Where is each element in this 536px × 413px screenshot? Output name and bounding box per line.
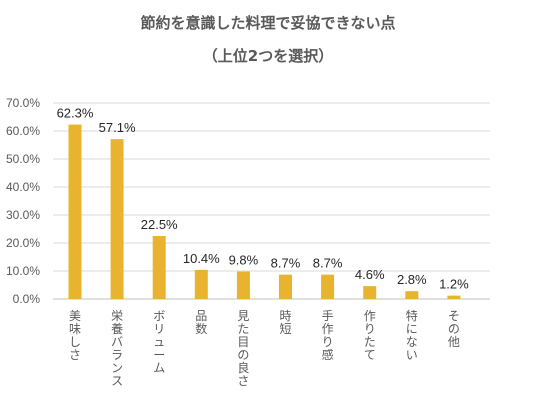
y-tick-label: 40.0% [6, 180, 40, 194]
y-tick-label: 0.0% [13, 292, 41, 306]
bar [279, 274, 292, 299]
bar [447, 295, 461, 299]
category-label: ボリューム [153, 309, 165, 375]
data-labels: 62.3% 57.1% 22.5% 10.4% 9.8% 8.7% 8.7% 4.6% 2.8%… [57, 106, 470, 292]
y-tick-label: 70.0% [6, 96, 40, 110]
bar [68, 124, 82, 299]
category-label: 栄養バランス [111, 309, 123, 388]
y-tick-label: 30.0% [6, 208, 40, 222]
bar [110, 139, 124, 299]
chart-title: 節約を意識した料理で妥協できない点 [140, 14, 395, 32]
category-label: その他 [448, 309, 460, 349]
bar [363, 286, 377, 299]
data-label: 62.3% [57, 106, 94, 121]
category-label: 品数 [195, 309, 207, 336]
y-tick-label: 50.0% [6, 152, 40, 166]
bar [321, 274, 335, 299]
data-label: 1.2% [439, 277, 469, 292]
y-tick-label: 20.0% [6, 236, 40, 250]
data-label: 22.5% [141, 217, 178, 232]
chart-subtitle: （上位2つを選択） [203, 47, 333, 65]
category-label: 時短 [279, 309, 291, 336]
category-labels: 美味しさ 栄養バランス ボリューム 品数 見た目の良さ 時短 手作り感 作りたて 特にない その他 [69, 308, 460, 388]
bar [152, 236, 166, 299]
category-label: 美味しさ [69, 309, 81, 362]
gridlines [53, 102, 490, 300]
data-label: 10.4% [183, 251, 220, 266]
data-label: 4.6% [355, 267, 385, 282]
y-tick-label: 10.0% [6, 264, 40, 278]
y-axis-ticks: 0.0% 10.0% 20.0% 30.0% 40.0% 50.0% 60.0% 70.0% [6, 96, 40, 306]
category-label: 手作り感 [322, 309, 334, 362]
y-tick-label: 60.0% [6, 124, 40, 138]
bars [68, 124, 461, 299]
category-label: 特にない [406, 308, 418, 362]
bar [236, 271, 250, 299]
category-label: 作りたて [364, 309, 376, 362]
data-label: 57.1% [99, 120, 136, 135]
data-label: 9.8% [229, 253, 259, 268]
bar [405, 291, 419, 299]
bar [194, 269, 208, 299]
data-label: 8.7% [313, 256, 343, 271]
data-label: 8.7% [271, 256, 301, 271]
category-label: 見た目の良さ [237, 309, 249, 388]
data-label: 2.8% [397, 272, 427, 287]
